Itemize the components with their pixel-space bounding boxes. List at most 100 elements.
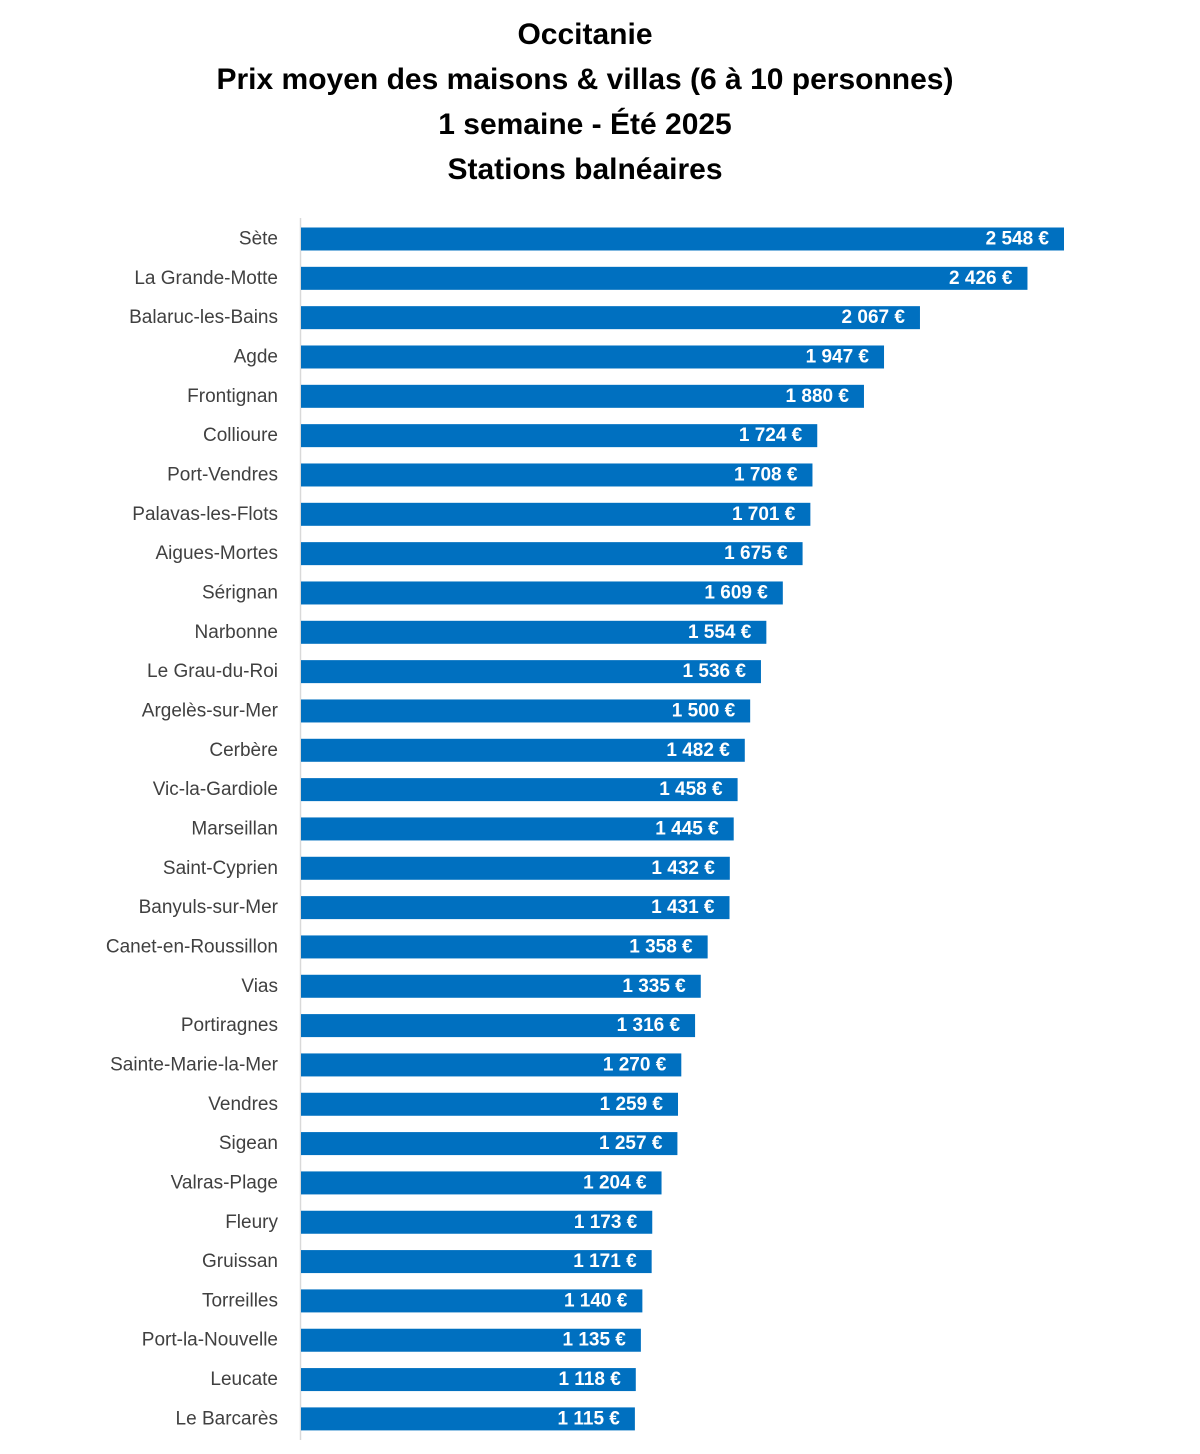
bar: [301, 778, 738, 802]
category-label: Sigean: [219, 1133, 278, 1154]
chart-title-line-2: Prix moyen des maisons & villas (6 à 10 …: [216, 63, 954, 96]
data-label: 1 115 €: [558, 1408, 621, 1429]
bar: [301, 738, 745, 762]
category-label: Collioure: [203, 425, 278, 446]
bar: [301, 1407, 635, 1431]
bar: [301, 463, 813, 487]
bar: [301, 896, 730, 920]
bar: [301, 935, 708, 959]
category-label: Le Barcarès: [176, 1408, 278, 1429]
bar: [301, 1053, 682, 1077]
data-label: 1 257 €: [599, 1133, 663, 1154]
bar: [301, 660, 761, 684]
category-label: Saint-Cyprien: [163, 858, 278, 879]
bar: [301, 1092, 679, 1116]
bars-layer: Sète 2 548 € La Grande-Motte 2 426 € Balaruc…: [106, 227, 1064, 1431]
bar: [301, 974, 701, 998]
chart-title-line-4: Stations balnéaires: [447, 153, 723, 186]
data-label: 2 067 €: [842, 307, 906, 328]
bar: [301, 266, 1028, 290]
data-label: 1 432 €: [651, 858, 715, 879]
data-label: 2 548 €: [986, 229, 1050, 250]
data-label: 1 445 €: [655, 818, 719, 839]
category-label: Aigues-Mortes: [156, 543, 279, 564]
bar: [301, 1171, 662, 1195]
data-label: 1 358 €: [629, 936, 693, 957]
category-label: Torreilles: [202, 1290, 278, 1311]
bar: [301, 1368, 636, 1392]
bar: [301, 424, 818, 448]
category-label: Banyuls-sur-Mer: [139, 897, 279, 918]
data-label: 1 708 €: [734, 464, 798, 485]
data-label: 1 554 €: [688, 622, 752, 643]
category-label: Portiragnes: [181, 1015, 278, 1036]
data-label: 1 173 €: [574, 1212, 638, 1233]
data-label: 1 118 €: [558, 1369, 621, 1390]
bar: [301, 306, 920, 330]
data-label: 1 458 €: [659, 779, 723, 800]
data-label: 1 259 €: [600, 1094, 664, 1115]
data-label: 2 426 €: [949, 268, 1013, 289]
category-label: Palavas-les-Flots: [132, 504, 278, 525]
data-label: 1 316 €: [617, 1015, 681, 1036]
category-label: Canet-en-Roussillon: [106, 936, 278, 957]
bar: [301, 856, 730, 880]
category-label: Gruissan: [202, 1251, 278, 1272]
chart-title: Occitanie Prix moyen des maisons & villa…: [0, 12, 1170, 192]
category-label: Valras-Plage: [171, 1172, 278, 1193]
category-label: La Grande-Motte: [134, 268, 278, 289]
data-label: 1 609 €: [704, 582, 768, 603]
data-label: 1 335 €: [622, 976, 686, 997]
bar: [301, 1328, 641, 1352]
category-label: Sérignan: [202, 582, 278, 603]
category-label: Sète: [239, 229, 278, 250]
bar: [301, 227, 1064, 251]
category-label: Frontignan: [187, 386, 278, 407]
data-label: 1 431 €: [651, 897, 715, 918]
category-label: Sainte-Marie-la-Mer: [110, 1054, 279, 1075]
bar: [301, 581, 783, 605]
category-label: Argelès-sur-Mer: [142, 700, 279, 721]
bar: [301, 699, 751, 723]
category-label: Le Grau-du-Roi: [147, 661, 278, 682]
bar: [301, 1210, 653, 1234]
data-label: 1 947 €: [806, 346, 870, 367]
bar: [301, 620, 767, 644]
bar: [301, 384, 864, 408]
category-label: Cerbère: [209, 740, 278, 761]
data-label: 1 171 €: [573, 1251, 637, 1272]
category-label: Port-Vendres: [167, 464, 278, 485]
bar: [301, 1132, 678, 1156]
chart-title-line-3: 1 semaine - Été 2025: [438, 108, 732, 141]
chart-title-line-1: Occitanie: [517, 18, 653, 51]
data-label: 1 724 €: [739, 425, 803, 446]
bar: [301, 542, 803, 566]
data-label: 1 701 €: [732, 504, 796, 525]
data-label: 1 140 €: [564, 1290, 628, 1311]
data-label: 1 880 €: [786, 386, 850, 407]
category-label: Vendres: [208, 1094, 278, 1115]
data-label: 1 536 €: [683, 661, 747, 682]
category-label: Narbonne: [195, 622, 278, 643]
category-label: Vias: [241, 976, 278, 997]
category-label: Port-la-Nouvelle: [142, 1330, 278, 1351]
category-label: Fleury: [225, 1212, 278, 1233]
data-label: 1 500 €: [672, 700, 736, 721]
bar: [301, 1289, 643, 1313]
category-label: Balaruc-les-Bains: [129, 307, 278, 328]
data-label: 1 204 €: [583, 1172, 647, 1193]
bar: [301, 817, 734, 841]
data-label: 1 675 €: [724, 543, 788, 564]
bar: [301, 345, 885, 369]
data-label: 1 482 €: [666, 740, 730, 761]
category-label: Leucate: [210, 1369, 278, 1390]
bar: [301, 1250, 652, 1274]
bar: [301, 1014, 696, 1038]
category-label: Marseillan: [191, 818, 278, 839]
data-label: 1 135 €: [562, 1330, 626, 1351]
category-label: Vic-la-Gardiole: [153, 779, 278, 800]
data-label: 1 270 €: [603, 1054, 667, 1075]
category-label: Agde: [234, 346, 278, 367]
bar: [301, 502, 811, 526]
